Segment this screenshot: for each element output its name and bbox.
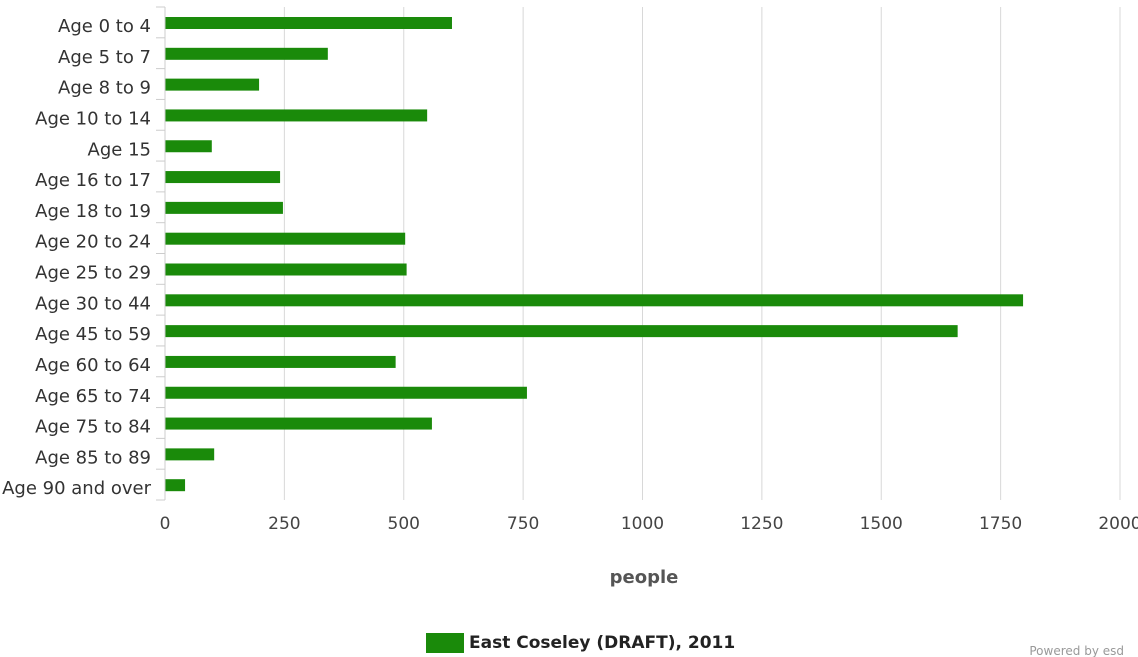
y-category-label: Age 90 and over (2, 478, 151, 499)
bar[interactable] (165, 171, 281, 184)
y-category-label: Age 60 to 64 (35, 355, 151, 376)
x-tick-label: 1250 (740, 514, 783, 534)
x-tick-label: 2000 (1098, 514, 1138, 534)
bar[interactable] (165, 479, 186, 492)
y-category-label: Age 65 to 74 (35, 386, 151, 407)
x-axis: 0 250 500 750 1000 1250 1500 1750 2000 (160, 514, 1138, 534)
bar[interactable] (165, 355, 396, 368)
y-category-label: Age 0 to 4 (58, 16, 151, 37)
y-category-label: Age 45 to 59 (35, 324, 151, 345)
y-category-label: Age 8 to 9 (58, 78, 151, 99)
y-category-label: Age 15 (88, 139, 151, 160)
bar[interactable] (165, 417, 432, 430)
bar[interactable] (165, 448, 215, 461)
y-category-label: Age 25 to 29 (35, 263, 151, 284)
x-tick-label: 0 (160, 514, 171, 534)
x-tick-label: 1000 (621, 514, 664, 534)
bar[interactable] (165, 294, 1024, 307)
bar[interactable] (165, 109, 428, 122)
y-category-label: Age 18 to 19 (35, 201, 151, 222)
bar[interactable] (165, 140, 212, 153)
y-category-label: Age 20 to 24 (35, 232, 151, 253)
powered-by-credit[interactable]: Powered by esd (1029, 644, 1124, 657)
y-category-label: Age 5 to 7 (58, 47, 151, 68)
y-category-label: Age 10 to 14 (35, 108, 151, 129)
legend-label: East Coseley (DRAFT), 2011 (469, 633, 735, 653)
legend-swatch (426, 633, 464, 653)
bar[interactable] (165, 325, 958, 338)
x-tick-label: 1500 (860, 514, 903, 534)
x-tick-label: 750 (507, 514, 539, 534)
bar[interactable] (165, 386, 527, 399)
bar[interactable] (165, 263, 407, 276)
bars (165, 17, 1024, 492)
y-category-label: Age 16 to 17 (35, 170, 151, 191)
x-tick-label: 500 (388, 514, 420, 534)
bar[interactable] (165, 232, 406, 245)
legend[interactable]: East Coseley (DRAFT), 2011 (426, 633, 735, 653)
x-tick-label: 250 (268, 514, 300, 534)
grid-lines (283, 7, 1121, 500)
x-axis-title: people (610, 567, 679, 588)
y-category-label: Age 85 to 89 (35, 447, 151, 468)
x-tick-label: 1750 (979, 514, 1022, 534)
y-axis: Age 0 to 4 Age 5 to 7 Age 8 to 9 Age 10 to … (2, 6, 166, 501)
y-category-label: Age 75 to 84 (35, 417, 151, 438)
bar[interactable] (165, 17, 452, 29)
y-category-label: Age 30 to 44 (35, 293, 151, 314)
bar[interactable] (165, 78, 260, 91)
bar[interactable] (165, 201, 283, 214)
bar[interactable] (165, 47, 328, 60)
